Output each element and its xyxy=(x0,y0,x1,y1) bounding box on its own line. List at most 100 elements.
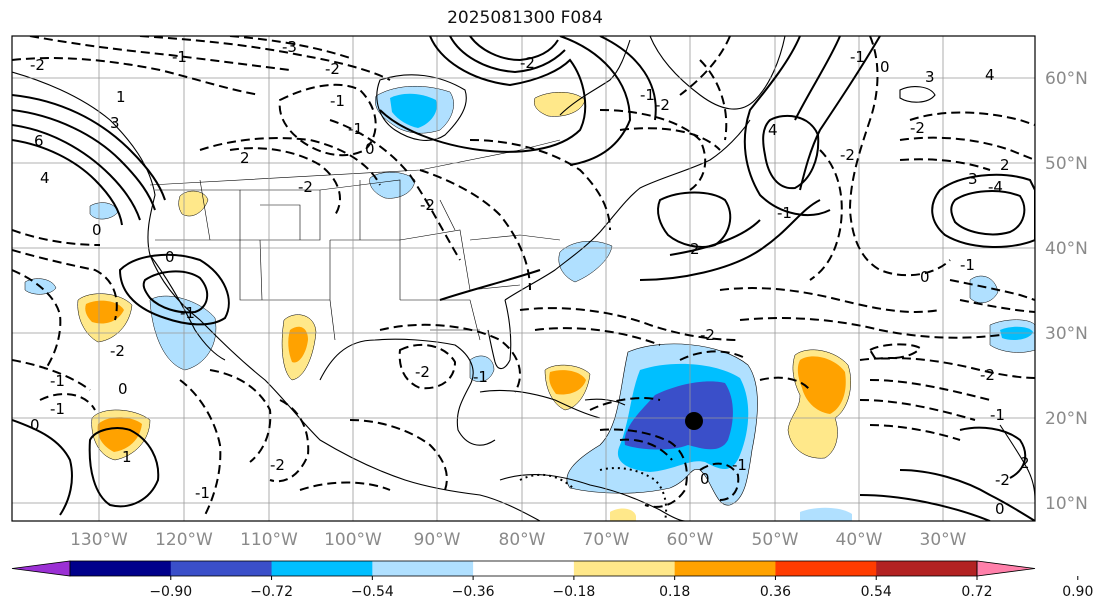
contour-label: 0 xyxy=(920,268,930,286)
contour-label: -1 xyxy=(330,92,345,110)
negative-anomaly-carolina xyxy=(558,240,613,283)
state-borders xyxy=(149,139,561,341)
colorbar-segment xyxy=(473,561,575,576)
lon-label: 50°W xyxy=(752,530,799,550)
contour-label: 0 xyxy=(30,416,40,434)
contour-label: -2 xyxy=(655,96,670,114)
positive-anomaly-pacific-south-core xyxy=(97,417,142,452)
contour-label: -2 xyxy=(995,471,1010,489)
coast-iceland xyxy=(899,86,936,103)
contour-labels: -3 -2 -1 -2 1 3 6 4 0 2 -2 -1 -1 0 -2 -1… xyxy=(30,38,1030,518)
colorbar-tick-label: −0.54 xyxy=(351,584,394,600)
lon-label: 100°W xyxy=(324,530,382,550)
contour-label: 2 xyxy=(1020,454,1030,472)
coast-florida xyxy=(487,299,512,370)
contour-label: -2 xyxy=(325,60,340,78)
gridlines xyxy=(12,36,1035,521)
contour-label: 0 xyxy=(995,500,1005,518)
colorbar-segment xyxy=(372,561,474,576)
colorbar-tick-label: 0.72 xyxy=(961,584,992,600)
lat-label: 20°N xyxy=(1045,409,1088,429)
colorbar-segment xyxy=(775,561,877,576)
positive-anomaly-caribbean-core xyxy=(549,370,586,395)
contour-label: 6 xyxy=(34,132,44,150)
contour-label: 3 xyxy=(925,68,935,86)
positive-anomaly-texas-core xyxy=(288,326,308,363)
coast-hudson xyxy=(376,74,467,141)
colorbar-tick-label: −0.36 xyxy=(452,584,495,600)
coast-gulf xyxy=(319,338,496,446)
contour-label: -2 xyxy=(110,342,125,360)
lat-label: 40°N xyxy=(1045,239,1088,259)
coastlines xyxy=(12,36,1035,521)
positive-anomaly-mid-atlantic-core xyxy=(797,356,846,414)
negative-anomaly-great-lakes xyxy=(369,172,416,199)
lon-label: 120°W xyxy=(155,530,213,550)
contour-label: 4 xyxy=(985,66,995,84)
negative-anomaly-azores xyxy=(969,275,999,304)
colorbar-segment xyxy=(573,561,676,576)
contour-label: 0 xyxy=(118,380,128,398)
contour-label: -1 xyxy=(990,406,1005,424)
contour-label: -1 xyxy=(172,48,187,66)
contour-label: 1 xyxy=(122,448,132,466)
lat-label: 30°N xyxy=(1045,324,1088,344)
lon-label: 40°W xyxy=(836,530,883,550)
coast-south-america xyxy=(499,474,686,521)
contour-label: -2 xyxy=(980,366,995,384)
lat-label: 50°N xyxy=(1045,154,1088,174)
colorbar-tick-label: 0.36 xyxy=(760,584,791,600)
lon-label: 130°W xyxy=(70,530,128,550)
lat-label: 60°N xyxy=(1045,69,1088,89)
colorbar-segment xyxy=(170,561,273,576)
contour-label: -2 xyxy=(30,56,45,74)
chart-title: 2025081300 F084 xyxy=(447,8,603,28)
contour-label: 0 xyxy=(365,140,375,158)
map-panel: -3 -2 -1 -2 1 3 6 4 0 2 -2 -1 -1 0 -2 -1… xyxy=(12,36,1035,521)
contours-positive xyxy=(12,36,1035,521)
colorbar-tick-label: −0.72 xyxy=(250,584,293,600)
contour-label: 0 xyxy=(880,58,890,76)
negative-anomaly-hudson-core xyxy=(390,93,437,128)
contour-label: -2 xyxy=(415,363,430,381)
contour-label: 4 xyxy=(40,169,50,187)
colorbar-tick-label: 0.90 xyxy=(1062,584,1093,600)
lon-label: 90°W xyxy=(414,530,461,550)
coast-cuba xyxy=(479,389,601,419)
colorbar-tick-label: 0.18 xyxy=(659,584,690,600)
colorbar-extend-high xyxy=(976,560,1036,577)
longitude-labels: 130°W 120°W 110°W 100°W 90°W 80°W 70°W 6… xyxy=(70,530,967,550)
negative-anomaly-strong xyxy=(624,381,733,450)
contour-label: -1 xyxy=(960,256,975,274)
contour-label: 3 xyxy=(968,170,978,188)
contour-label: -2 xyxy=(298,178,313,196)
contour-label: -4 xyxy=(988,178,1003,196)
colorbar-segment xyxy=(876,561,978,576)
map-frame xyxy=(11,35,1036,522)
contours-negative xyxy=(12,36,1035,516)
contours-zero xyxy=(519,467,668,521)
contour-label: -1 xyxy=(850,48,865,66)
contour-label: -1 xyxy=(348,120,363,138)
contour-label: -1 xyxy=(195,484,210,502)
contour-label: -3 xyxy=(282,38,297,56)
contour-label: -2 xyxy=(520,54,535,72)
negative-anomaly-south xyxy=(800,507,852,521)
contour-label: -1 xyxy=(732,456,747,474)
contour-label: 3 xyxy=(110,114,120,132)
contour-label: 0 xyxy=(700,470,710,488)
contour-label: -1 xyxy=(640,86,655,104)
colorbar-tick-label: −0.18 xyxy=(552,584,595,600)
contour-label: -2 xyxy=(840,146,855,164)
colorbar: −0.90 −0.72 −0.54 −0.36 −0.18 0.18 0.36 0.54 0.7… xyxy=(11,560,1093,600)
contour-label: 0 xyxy=(165,248,175,266)
latitude-labels: 60°N 50°N 40°N 30°N 20°N 10°N xyxy=(1045,69,1088,514)
colorbar-segment xyxy=(271,561,373,576)
colorbar-tick-label: −0.90 xyxy=(149,584,192,600)
coast-pacific-northwest xyxy=(12,71,541,521)
coast-greenland xyxy=(649,36,786,110)
lon-label: 80°W xyxy=(499,530,546,550)
colorbar-segment xyxy=(674,561,776,576)
storm-center-dot xyxy=(685,412,703,430)
